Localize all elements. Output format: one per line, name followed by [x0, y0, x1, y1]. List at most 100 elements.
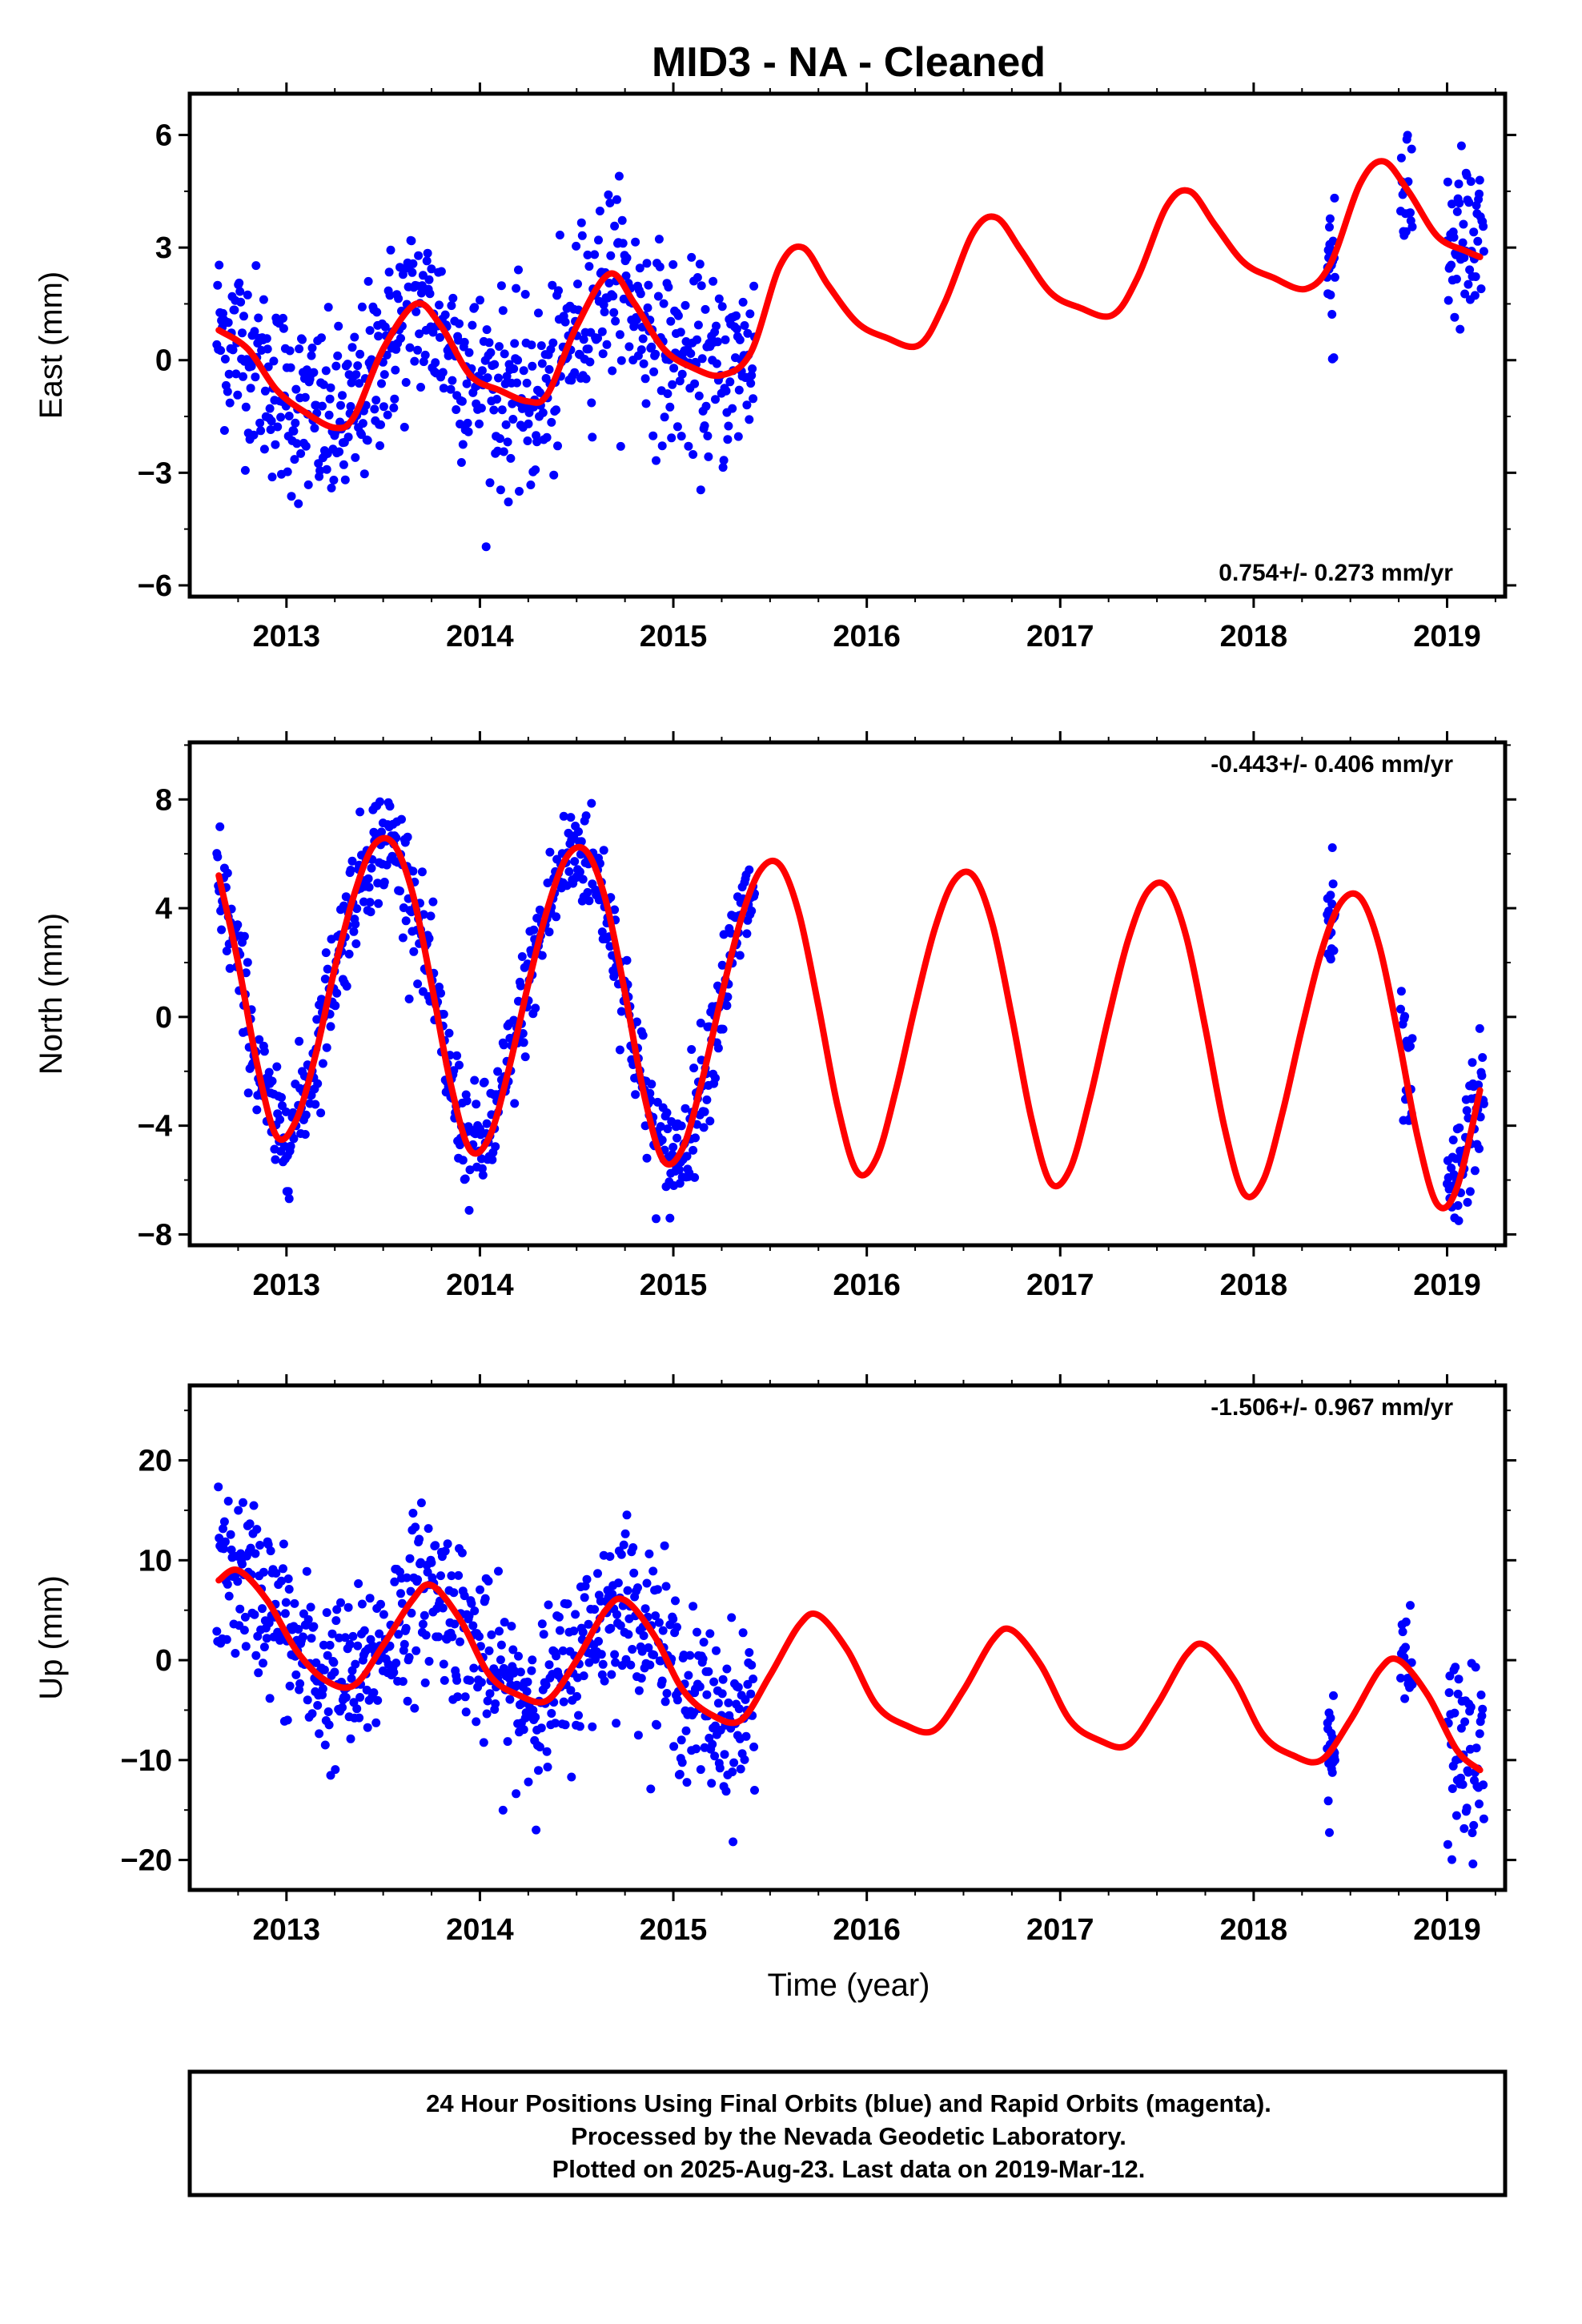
up-data-point: [651, 1611, 661, 1621]
up-data-point: [440, 1546, 450, 1556]
east-data-point: [470, 303, 480, 312]
north-data-point: [519, 1038, 528, 1047]
up-data-point: [266, 1546, 275, 1556]
east-data-point: [632, 315, 641, 324]
up-data-point: [331, 1765, 340, 1775]
up-data-point: [469, 1663, 479, 1673]
up-data-point: [496, 1655, 505, 1665]
up-data-point: [605, 1552, 615, 1562]
east-data-point: [573, 279, 582, 289]
east-data-point: [664, 283, 673, 292]
east-data-point: [464, 427, 473, 436]
up-data-point: [394, 1630, 404, 1639]
north-data-point: [673, 1133, 681, 1143]
up-data-point: [421, 1630, 431, 1640]
east-data-point: [635, 263, 644, 273]
north-data-point: [413, 979, 423, 989]
east-data-point: [686, 349, 696, 358]
east-data-point: [718, 463, 728, 472]
up-data-point: [379, 1610, 388, 1619]
north-data-point: [267, 1076, 277, 1086]
east-data-point: [740, 321, 749, 330]
up-data-point: [255, 1541, 265, 1550]
up-data-point: [290, 1598, 299, 1608]
up-data-point: [657, 1676, 667, 1686]
east-data-point: [508, 399, 517, 408]
up-data-point: [240, 1612, 250, 1622]
up-data-point: [750, 1786, 759, 1795]
up-data-point: [1327, 1767, 1337, 1777]
up-data-point: [728, 1767, 737, 1777]
east-data-point: [655, 262, 665, 271]
east-data-point: [612, 195, 621, 204]
east-data-point: [365, 326, 375, 336]
east-data-point: [375, 441, 384, 450]
north-data-point: [652, 1214, 661, 1224]
north-data-point: [1396, 1004, 1405, 1014]
north-data-point: [444, 1028, 454, 1038]
east-data-point: [215, 260, 224, 270]
up-data-point: [721, 1787, 731, 1796]
up-data-point: [738, 1628, 748, 1638]
east-data-point: [667, 433, 677, 443]
east-data-point: [460, 337, 469, 347]
north-x-tick-label: 2013: [253, 1269, 321, 1302]
up-data-point: [396, 1589, 405, 1598]
up-data-point: [1329, 1691, 1338, 1700]
north-data-point: [665, 1213, 675, 1223]
east-data-point: [291, 418, 300, 428]
north-data-point: [681, 1104, 690, 1113]
up-data-point: [747, 1660, 757, 1670]
east-data-point: [651, 349, 661, 359]
east-data-point: [236, 297, 246, 307]
north-fit-line: [215, 834, 1484, 1212]
north-data-point: [1327, 843, 1337, 852]
east-data-point: [583, 250, 592, 259]
north-data-point: [610, 905, 620, 915]
east-data-point: [235, 278, 244, 287]
east-data-point: [1456, 324, 1465, 334]
north-data-point: [662, 1108, 672, 1117]
east-data-point: [677, 369, 687, 379]
east-data-point: [444, 351, 453, 360]
east-data-point: [435, 300, 444, 310]
north-x-tick-label: 2019: [1413, 1269, 1481, 1302]
up-data-point: [554, 1612, 564, 1622]
north-data-point: [470, 1076, 480, 1085]
up-data-point: [1407, 1658, 1416, 1667]
up-y-tick-label: 0: [155, 1644, 172, 1678]
up-data-point: [673, 1622, 681, 1632]
east-data-point: [622, 253, 632, 263]
east-data-point: [1407, 144, 1416, 154]
north-data-point: [529, 925, 539, 935]
north-data-point: [215, 822, 225, 831]
north-x-tick-label: 2017: [1026, 1269, 1094, 1302]
up-data-point: [629, 1568, 639, 1578]
up-data-point: [369, 1688, 379, 1698]
up-data-point: [405, 1554, 415, 1563]
north-data-point: [559, 811, 568, 821]
north-data-point: [318, 1059, 327, 1068]
east-data-point: [636, 345, 646, 355]
up-data-point: [470, 1606, 480, 1615]
up-data-point: [279, 1564, 287, 1574]
east-data-point: [606, 251, 616, 260]
up-data-point: [715, 1763, 725, 1773]
north-data-point: [264, 1068, 274, 1077]
east-data-point: [246, 384, 255, 393]
up-data-point: [365, 1594, 375, 1603]
up-data-point: [220, 1537, 230, 1546]
up-data-point: [306, 1602, 315, 1612]
up-data-point: [654, 1618, 664, 1627]
east-data-point: [355, 379, 364, 388]
north-x-tick-label: 2014: [446, 1269, 514, 1302]
east-data-point: [509, 364, 519, 373]
east-data-point: [496, 485, 505, 495]
north-data-point: [1462, 1106, 1472, 1116]
up-data-point: [567, 1772, 576, 1782]
up-data-point: [285, 1681, 295, 1691]
east-data-point: [239, 312, 248, 321]
east-data-point: [333, 351, 343, 360]
east-data-point: [1443, 177, 1452, 187]
east-data-point: [733, 432, 743, 441]
